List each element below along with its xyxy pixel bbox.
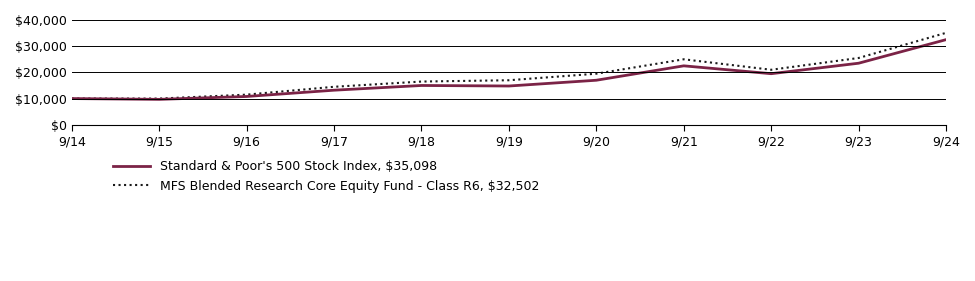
Standard & Poor's 500 Stock Index, $35,098 bbox=[503, 79, 515, 82]
Standard & Poor's 500 Stock Index, $35,098 bbox=[66, 97, 78, 100]
Line: MFS Blended Research Core Equity Fund - Class R6, $32,502: MFS Blended Research Core Equity Fund - … bbox=[72, 40, 946, 99]
MFS Blended Research Core Equity Fund - Class R6, $32,502 bbox=[678, 64, 689, 67]
Standard & Poor's 500 Stock Index, $35,098 bbox=[940, 31, 952, 35]
Standard & Poor's 500 Stock Index, $35,098 bbox=[153, 97, 165, 100]
Line: Standard & Poor's 500 Stock Index, $35,098: Standard & Poor's 500 Stock Index, $35,0… bbox=[72, 33, 946, 99]
Standard & Poor's 500 Stock Index, $35,098 bbox=[415, 80, 427, 83]
Standard & Poor's 500 Stock Index, $35,098 bbox=[765, 68, 777, 71]
Standard & Poor's 500 Stock Index, $35,098 bbox=[853, 56, 865, 60]
MFS Blended Research Core Equity Fund - Class R6, $32,502 bbox=[241, 95, 253, 98]
MFS Blended Research Core Equity Fund - Class R6, $32,502 bbox=[853, 62, 865, 65]
MFS Blended Research Core Equity Fund - Class R6, $32,502 bbox=[503, 84, 515, 88]
Legend: Standard & Poor's 500 Stock Index, $35,098, MFS Blended Research Core Equity Fun: Standard & Poor's 500 Stock Index, $35,0… bbox=[113, 160, 540, 192]
MFS Blended Research Core Equity Fund - Class R6, $32,502 bbox=[940, 38, 952, 41]
MFS Blended Research Core Equity Fund - Class R6, $32,502 bbox=[415, 84, 427, 87]
Standard & Poor's 500 Stock Index, $35,098 bbox=[241, 93, 253, 96]
Standard & Poor's 500 Stock Index, $35,098 bbox=[678, 58, 689, 61]
MFS Blended Research Core Equity Fund - Class R6, $32,502 bbox=[153, 98, 165, 101]
MFS Blended Research Core Equity Fund - Class R6, $32,502 bbox=[765, 72, 777, 75]
MFS Blended Research Core Equity Fund - Class R6, $32,502 bbox=[591, 79, 603, 82]
Standard & Poor's 500 Stock Index, $35,098 bbox=[329, 85, 340, 89]
MFS Blended Research Core Equity Fund - Class R6, $32,502 bbox=[329, 89, 340, 92]
MFS Blended Research Core Equity Fund - Class R6, $32,502 bbox=[66, 97, 78, 100]
Standard & Poor's 500 Stock Index, $35,098 bbox=[591, 72, 603, 75]
